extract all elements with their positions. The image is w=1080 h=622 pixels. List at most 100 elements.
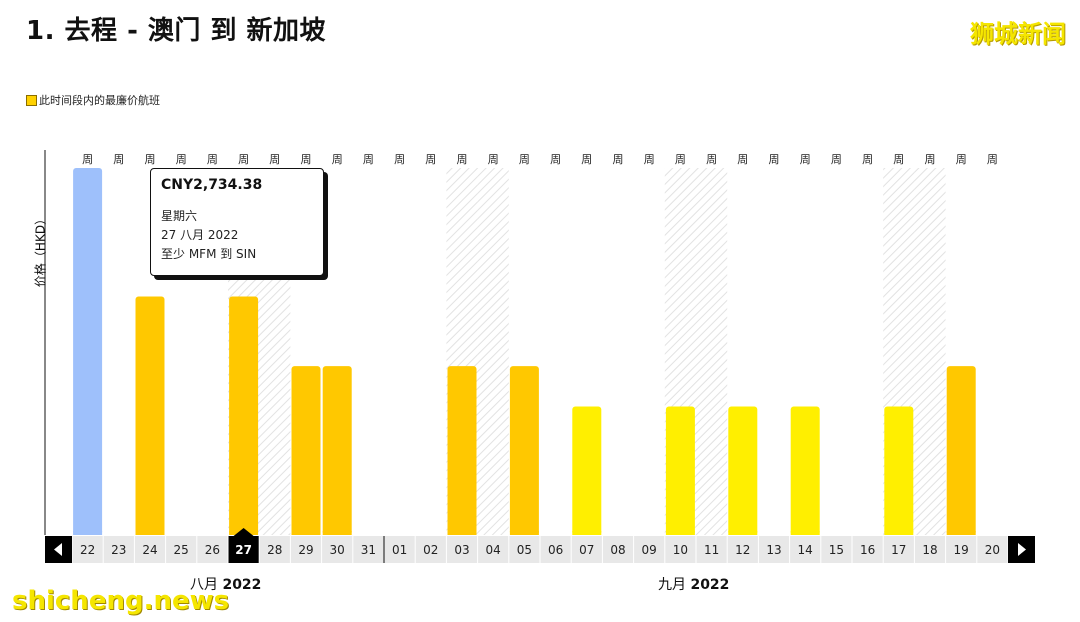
date-tick-label[interactable]: 06 xyxy=(548,543,563,557)
date-cell[interactable] xyxy=(72,536,103,563)
date-cell[interactable] xyxy=(914,536,946,563)
date-cell[interactable] xyxy=(197,536,228,563)
date-tick-label[interactable]: 03 xyxy=(454,543,469,557)
date-cell[interactable] xyxy=(259,536,290,563)
price-bar[interactable] xyxy=(572,406,602,535)
price-bar[interactable] xyxy=(73,168,103,535)
date-tick-label[interactable]: 27 xyxy=(235,543,252,557)
month-label-august: 八月 2022 xyxy=(190,574,261,594)
date-tick-label[interactable]: 04 xyxy=(486,543,501,557)
date-tick-label[interactable]: 11 xyxy=(704,543,719,557)
date-cell[interactable] xyxy=(821,536,852,563)
date-cell[interactable] xyxy=(290,536,322,563)
date-tick-label[interactable]: 24 xyxy=(142,543,157,557)
week-label: 周 xyxy=(457,153,468,166)
date-tick-label[interactable]: 23 xyxy=(111,543,126,557)
date-tick-label[interactable]: 10 xyxy=(673,543,688,557)
month-year: 2022 xyxy=(222,577,262,593)
date-tick-label[interactable]: 15 xyxy=(829,543,844,557)
price-bar[interactable] xyxy=(447,366,477,535)
date-cell[interactable] xyxy=(103,536,134,563)
week-label: 周 xyxy=(269,153,280,166)
price-bar[interactable] xyxy=(322,366,352,535)
week-label: 周 xyxy=(301,153,312,166)
date-tick-label[interactable]: 31 xyxy=(361,543,376,557)
date-cell[interactable] xyxy=(228,536,259,563)
date-cell[interactable] xyxy=(384,536,415,563)
tooltip-weekday: 星期六 xyxy=(161,209,198,223)
date-tick-label[interactable]: 26 xyxy=(205,543,220,557)
price-bar-base xyxy=(447,531,477,535)
date-cell[interactable] xyxy=(540,536,571,563)
price-bar-base xyxy=(884,531,914,535)
date-tick-label[interactable]: 18 xyxy=(922,543,937,557)
date-cell[interactable] xyxy=(446,536,478,563)
date-tick-label[interactable]: 08 xyxy=(610,543,625,557)
date-tick-label[interactable]: 07 xyxy=(579,543,594,557)
price-bar[interactable] xyxy=(665,406,695,535)
price-bar[interactable] xyxy=(291,366,321,535)
price-bar[interactable] xyxy=(728,406,758,535)
date-tick-label[interactable]: 05 xyxy=(517,543,532,557)
week-label: 周 xyxy=(644,153,655,166)
week-label: 周 xyxy=(956,153,967,166)
week-label: 周 xyxy=(800,153,811,166)
price-bar[interactable] xyxy=(790,406,820,535)
date-tick-label[interactable]: 25 xyxy=(174,543,189,557)
week-label: 周 xyxy=(82,153,93,166)
price-bar[interactable] xyxy=(229,296,259,535)
date-cell[interactable] xyxy=(696,536,727,563)
date-cell[interactable] xyxy=(883,536,914,563)
page-title: 1. 去程 - 澳门 到 新加坡 xyxy=(26,16,327,46)
week-label: 周 xyxy=(893,153,904,166)
date-cell[interactable] xyxy=(478,536,509,563)
legend: 此时间段内的最廉价航班 xyxy=(26,92,160,108)
date-tick-label[interactable]: 29 xyxy=(298,543,313,557)
date-tick-label[interactable]: 01 xyxy=(392,543,407,557)
date-tick-label[interactable]: 22 xyxy=(80,543,95,557)
date-cell[interactable] xyxy=(166,536,197,563)
price-bar[interactable] xyxy=(509,366,539,535)
date-cell[interactable] xyxy=(134,536,166,563)
tooltip-route: 至少 MFM 到 SIN xyxy=(161,247,257,261)
price-bar[interactable] xyxy=(946,366,976,535)
selected-marker xyxy=(233,528,254,536)
date-tick-label[interactable]: 16 xyxy=(860,543,875,557)
date-cell[interactable] xyxy=(322,536,353,563)
date-cell[interactable] xyxy=(977,536,1008,563)
week-label: 周 xyxy=(769,153,780,166)
date-tick-label[interactable]: 12 xyxy=(735,543,750,557)
weekend-band xyxy=(696,168,728,535)
date-tick-label[interactable]: 28 xyxy=(267,543,282,557)
date-tick-label[interactable]: 19 xyxy=(954,543,969,557)
date-cell[interactable] xyxy=(790,536,821,563)
price-bar[interactable] xyxy=(884,406,914,535)
week-label: 周 xyxy=(550,153,561,166)
price-bar[interactable] xyxy=(135,296,165,535)
date-cell[interactable] xyxy=(852,536,883,563)
date-cell[interactable] xyxy=(353,536,384,563)
legend-swatch xyxy=(26,94,37,106)
date-cell[interactable] xyxy=(415,536,446,563)
chevron-left-icon xyxy=(54,543,62,556)
week-label: 周 xyxy=(862,153,873,166)
date-tick-label[interactable]: 17 xyxy=(891,543,906,557)
date-cell[interactable] xyxy=(602,536,634,563)
date-tick-label[interactable]: 20 xyxy=(985,543,1000,557)
month-year: 2022 xyxy=(690,577,730,593)
date-cell[interactable] xyxy=(509,536,540,563)
date-tick-label[interactable]: 09 xyxy=(642,543,657,557)
date-cell[interactable] xyxy=(665,536,696,563)
date-cell[interactable] xyxy=(946,536,977,563)
week-label: 周 xyxy=(363,153,374,166)
week-label: 周 xyxy=(207,153,218,166)
date-cell[interactable] xyxy=(571,536,602,563)
date-tick-label[interactable]: 14 xyxy=(798,543,813,557)
price-bar-base xyxy=(291,531,321,535)
date-tick-label[interactable]: 02 xyxy=(423,543,438,557)
date-cell[interactable] xyxy=(727,536,758,563)
date-tick-label[interactable]: 13 xyxy=(766,543,781,557)
date-cell[interactable] xyxy=(758,536,790,563)
date-cell[interactable] xyxy=(634,536,665,563)
date-tick-label[interactable]: 30 xyxy=(330,543,345,557)
